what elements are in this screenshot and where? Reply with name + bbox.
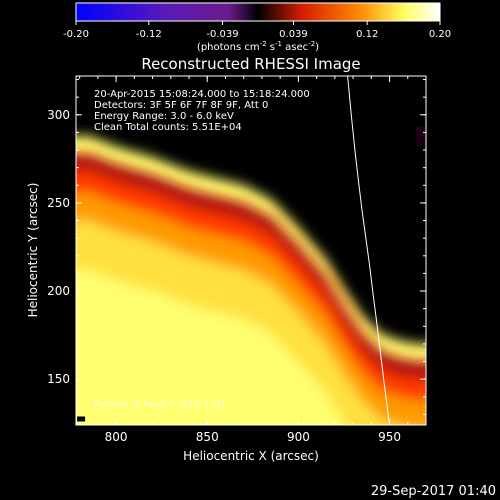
x-tick-label: 800 xyxy=(105,430,128,444)
colorbar-tick-label: 0.20 xyxy=(429,29,451,40)
colorbar-tick-label: -0.12 xyxy=(136,29,162,40)
y-tick-label: 250 xyxy=(47,196,70,210)
colorbar-ticks: -0.20 -0.12 -0.039 0.039 0.12 0.20 xyxy=(63,21,451,40)
x-axis-ticks: 800 850 900 950 xyxy=(79,76,427,444)
x-tick-label: 850 xyxy=(196,430,219,444)
annotation-peak: Position of Peak = (783, 126) xyxy=(94,400,225,410)
colorbar-tick-label: 0.12 xyxy=(356,29,378,40)
y-axis-ticks: 150 200 250 300 xyxy=(47,79,426,415)
colorbar-tick-label: -0.20 xyxy=(63,29,89,40)
annotation-detectors: Detectors: 3F 5F 6F 7F 8F 9F, Att 0 xyxy=(94,100,268,111)
colorbar-tick-label: 0.039 xyxy=(279,29,308,40)
solar-limb-line xyxy=(347,76,391,425)
peak-marker xyxy=(77,416,86,422)
annotation-clean: Clean Total counts: 5.51E+04 xyxy=(94,122,242,133)
annotation-energy: Energy Range: 3.0 - 6.0 keV xyxy=(94,111,234,122)
y-tick-label: 150 xyxy=(47,372,70,386)
edge-artifact xyxy=(416,126,426,146)
chart-title: Reconstructed RHESSI Image xyxy=(141,55,360,73)
y-tick-label: 300 xyxy=(47,108,70,122)
x-tick-label: 900 xyxy=(287,430,310,444)
annotation-time-range: 20-Apr-2015 15:08:24.000 to 15:18:24.000 xyxy=(94,89,310,100)
y-tick-label: 200 xyxy=(47,284,70,298)
x-tick-label: 950 xyxy=(378,430,401,444)
emission-band xyxy=(76,269,346,425)
colorbar-unit-label: (photons cm-2 s-1 asec-2) xyxy=(197,40,319,53)
colorbar xyxy=(75,2,441,22)
y-axis-label: Heliocentric Y (arcsec) xyxy=(26,183,40,318)
x-axis-label: Heliocentric X (arcsec) xyxy=(183,449,319,463)
plot-frame xyxy=(75,75,427,426)
colorbar-tick-label: -0.039 xyxy=(206,29,238,40)
footer-timestamp: 29-Sep-2017 01:40 xyxy=(371,484,496,499)
emission-band xyxy=(76,76,426,344)
